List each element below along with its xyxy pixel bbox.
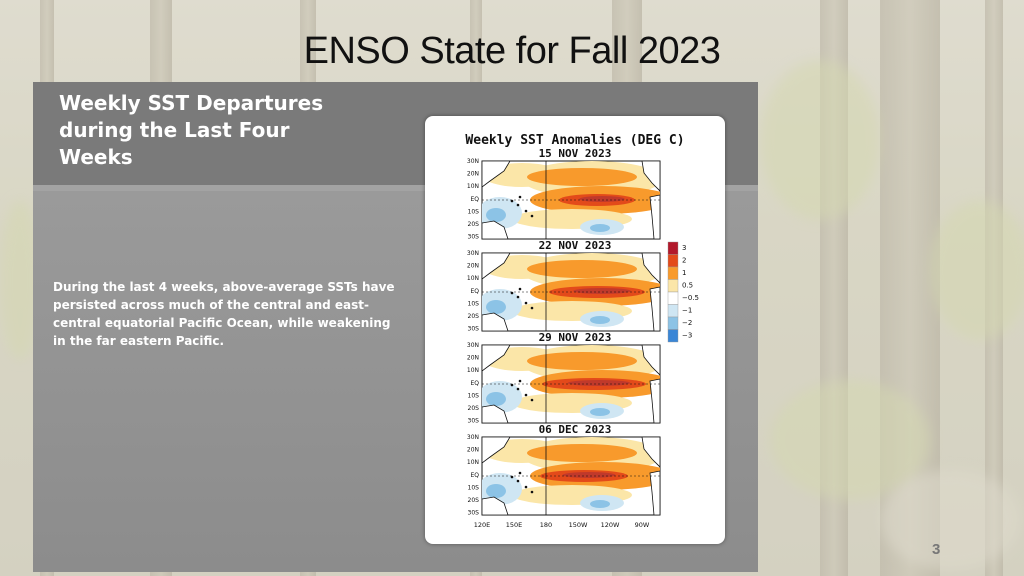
latitude-label: 30N — [467, 342, 479, 349]
latitude-label: 20N — [467, 171, 479, 178]
legend-label: 3 — [682, 244, 686, 252]
legend-label: −2 — [682, 319, 692, 327]
latitude-label: 10N — [467, 367, 479, 374]
latitude-label: EQ — [470, 380, 479, 387]
latitude-label: 10S — [468, 484, 480, 491]
map-date-label: 22 NOV 2023 — [539, 239, 612, 252]
latitude-label: 10N — [467, 183, 479, 190]
panel-divider — [33, 185, 758, 191]
latitude-label: 30S — [468, 418, 480, 425]
latitude-label: 10S — [468, 208, 480, 215]
sst-map-panel: 29 NOV 2023 30N 20N 10N EQ 10S 20S 30S — [467, 331, 661, 425]
longitude-label: 120W — [601, 521, 620, 529]
latitude-label: 30S — [468, 234, 480, 241]
sst-map-panel: 06 DEC 2023 30N 20N 10N EQ 10S 20S 30S — [467, 423, 661, 517]
latitude-label: 30S — [468, 326, 480, 333]
latitude-label: 10N — [467, 275, 479, 282]
legend-label: 2 — [682, 257, 686, 265]
legend-swatch — [667, 241, 679, 255]
latitude-label: 30N — [467, 434, 479, 441]
map-date-label: 06 DEC 2023 — [539, 423, 612, 436]
latitude-label: 20N — [467, 447, 479, 454]
latitude-label: 10S — [468, 392, 480, 399]
legend-swatch — [667, 329, 679, 343]
legend-swatch — [667, 254, 679, 268]
latitude-label: 10N — [467, 459, 479, 466]
panel-heading: Weekly SST Departures during the Last Fo… — [59, 91, 324, 169]
figure-title: Weekly SST Anomalies (DEG C) — [465, 133, 685, 148]
latitude-label: 30S — [468, 510, 480, 517]
longitude-label: 120E — [474, 521, 491, 529]
legend-label: −0.5 — [682, 294, 699, 302]
legend-swatch — [667, 279, 679, 293]
color-legend: 3 2 1 0.5 −0.5 −1 −2 −3 — [667, 241, 699, 343]
latitude-label: 30N — [467, 158, 479, 165]
legend-label: 1 — [682, 269, 686, 277]
legend-label: −3 — [682, 332, 692, 340]
latitude-label: 10S — [468, 300, 480, 307]
latitude-label: 20S — [468, 405, 480, 412]
slide-title: ENSO State for Fall 2023 — [303, 30, 721, 72]
latitude-label: 20S — [468, 497, 480, 504]
latitude-label: 20N — [467, 355, 479, 362]
sst-map-panel: 15 NOV 2023 30N 20N 10N EQ 10S 20S 30S — [467, 147, 661, 241]
legend-label: −1 — [682, 307, 692, 315]
longitude-label: 180 — [540, 521, 552, 529]
legend-swatch — [667, 266, 679, 280]
latitude-label: 30N — [467, 250, 479, 257]
longitude-label: 90W — [635, 521, 650, 529]
legend-swatch — [667, 316, 679, 330]
longitude-label: 150W — [569, 521, 588, 529]
legend-label: 0.5 — [682, 282, 693, 290]
latitude-label: 20S — [468, 221, 480, 228]
map-date-label: 15 NOV 2023 — [539, 147, 612, 160]
longitude-label: 150E — [506, 521, 523, 529]
slide-number: 3 — [932, 541, 941, 558]
sst-anomaly-figure: Weekly SST Anomalies (DEG C) 15 NOV 2023… — [425, 116, 725, 544]
latitude-label: 20S — [468, 313, 480, 320]
sst-map-panel: 22 NOV 2023 30N 20N 10N EQ 10S 20S 30S — [467, 239, 661, 333]
latitude-label: EQ — [470, 288, 479, 295]
latitude-label: 20N — [467, 263, 479, 270]
latitude-label: EQ — [470, 472, 479, 479]
legend-swatch — [667, 304, 679, 318]
map-date-label: 29 NOV 2023 — [539, 331, 612, 344]
panel-body-text: During the last 4 weeks, above-average S… — [53, 280, 395, 348]
latitude-label: EQ — [470, 196, 479, 203]
legend-swatch — [667, 291, 679, 305]
